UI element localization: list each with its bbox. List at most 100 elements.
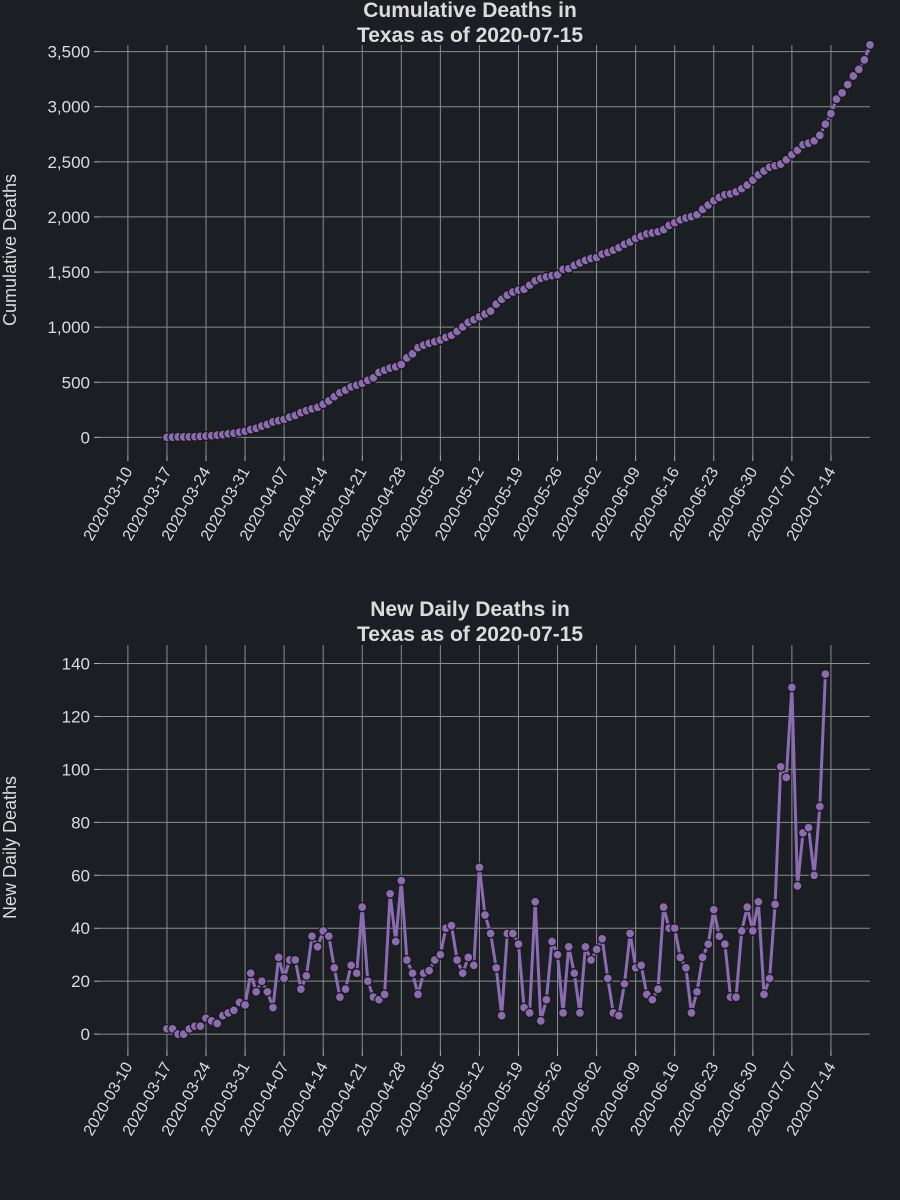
data-point bbox=[853, 64, 864, 75]
data-point bbox=[239, 999, 251, 1011]
y-tick-label: 100 bbox=[62, 760, 90, 779]
data-point bbox=[792, 880, 803, 892]
data-point bbox=[736, 925, 747, 937]
y-tick-label: 3,500 bbox=[47, 43, 90, 62]
data-point bbox=[530, 896, 541, 907]
data-point bbox=[267, 1002, 279, 1013]
data-point bbox=[680, 962, 692, 974]
y-tick-label: 1,000 bbox=[47, 318, 90, 337]
data-point bbox=[591, 944, 602, 955]
data-point bbox=[809, 870, 820, 881]
data-point bbox=[251, 986, 262, 997]
data-point bbox=[535, 1015, 546, 1027]
data-point bbox=[295, 983, 307, 995]
data-point bbox=[669, 923, 680, 934]
y-axis-label: Cumulative Deaths bbox=[0, 174, 20, 326]
data-point bbox=[362, 976, 373, 987]
data-point bbox=[546, 936, 558, 947]
data-point bbox=[306, 931, 318, 942]
data-point bbox=[334, 991, 346, 1003]
data-point bbox=[842, 79, 853, 90]
data-point bbox=[864, 39, 876, 51]
data-point bbox=[758, 989, 770, 1000]
data-point bbox=[396, 359, 407, 370]
y-tick-label: 80 bbox=[71, 813, 90, 832]
data-point bbox=[457, 968, 468, 979]
data-point bbox=[357, 901, 368, 913]
data-point bbox=[541, 994, 552, 1005]
data-point bbox=[468, 960, 479, 971]
data-point bbox=[507, 928, 519, 939]
data-point bbox=[820, 668, 831, 680]
y-tick-label: 20 bbox=[71, 972, 90, 991]
data-point bbox=[384, 888, 396, 899]
data-point bbox=[569, 968, 580, 979]
data-point bbox=[451, 954, 463, 966]
data-point bbox=[557, 1007, 569, 1019]
data-point bbox=[228, 1005, 240, 1016]
y-tick-label: 500 bbox=[62, 373, 90, 392]
data-point bbox=[803, 822, 814, 833]
data-point bbox=[764, 973, 775, 984]
data-point bbox=[401, 954, 413, 966]
chart-title-line: Cumulative Deaths in bbox=[363, 0, 577, 22]
data-point bbox=[412, 989, 424, 1000]
data-point bbox=[479, 909, 491, 921]
data-point bbox=[814, 130, 825, 141]
y-axis-label: New Daily Deaths bbox=[0, 776, 20, 919]
data-point bbox=[636, 960, 647, 971]
chart-2: 0204060801001201402020-03-102020-03-1720… bbox=[0, 598, 870, 1139]
data-point bbox=[329, 962, 340, 974]
data-point bbox=[563, 941, 574, 952]
data-point bbox=[730, 991, 742, 1003]
data-point bbox=[301, 970, 312, 982]
data-point bbox=[585, 954, 597, 966]
data-point bbox=[379, 989, 390, 1000]
data-point bbox=[256, 976, 267, 987]
y-tick-label: 120 bbox=[62, 707, 90, 726]
data-point bbox=[290, 954, 301, 966]
y-tick-label: 2,000 bbox=[47, 208, 90, 227]
data-point bbox=[775, 761, 786, 772]
data-point bbox=[619, 978, 630, 989]
data-point bbox=[524, 1007, 535, 1019]
data-point bbox=[390, 936, 401, 947]
data-point bbox=[647, 994, 658, 1005]
data-point bbox=[597, 933, 608, 944]
data-point bbox=[747, 925, 758, 937]
data-point bbox=[825, 108, 837, 119]
data-point bbox=[859, 54, 870, 66]
y-tick-label: 140 bbox=[62, 655, 90, 674]
data-point bbox=[624, 928, 636, 939]
data-point bbox=[424, 965, 435, 976]
data-point bbox=[691, 986, 703, 997]
data-point bbox=[212, 1018, 223, 1029]
data-point bbox=[831, 93, 842, 105]
data-point bbox=[781, 772, 792, 783]
data-point bbox=[836, 87, 848, 99]
data-point bbox=[446, 920, 457, 931]
data-point bbox=[407, 968, 418, 979]
y-tick-label: 0 bbox=[81, 1025, 90, 1044]
data-point bbox=[340, 983, 351, 995]
data-point bbox=[273, 952, 284, 963]
data-point bbox=[351, 968, 362, 979]
data-point bbox=[491, 962, 502, 974]
y-tick-label: 0 bbox=[81, 428, 90, 447]
data-point bbox=[574, 1007, 586, 1019]
data-point bbox=[703, 938, 714, 950]
data-point bbox=[686, 1007, 697, 1019]
data-point bbox=[195, 1021, 206, 1032]
data-point bbox=[602, 973, 613, 984]
data-point bbox=[435, 949, 446, 960]
y-tick-label: 2,500 bbox=[47, 153, 90, 172]
y-tick-label: 1,500 bbox=[47, 263, 90, 282]
data-point bbox=[474, 862, 485, 873]
data-point bbox=[463, 952, 474, 963]
data-point bbox=[496, 1010, 507, 1021]
data-point bbox=[485, 305, 496, 317]
y-tick-label: 40 bbox=[71, 919, 90, 938]
y-tick-label: 3,000 bbox=[47, 98, 90, 117]
data-point bbox=[396, 875, 407, 886]
